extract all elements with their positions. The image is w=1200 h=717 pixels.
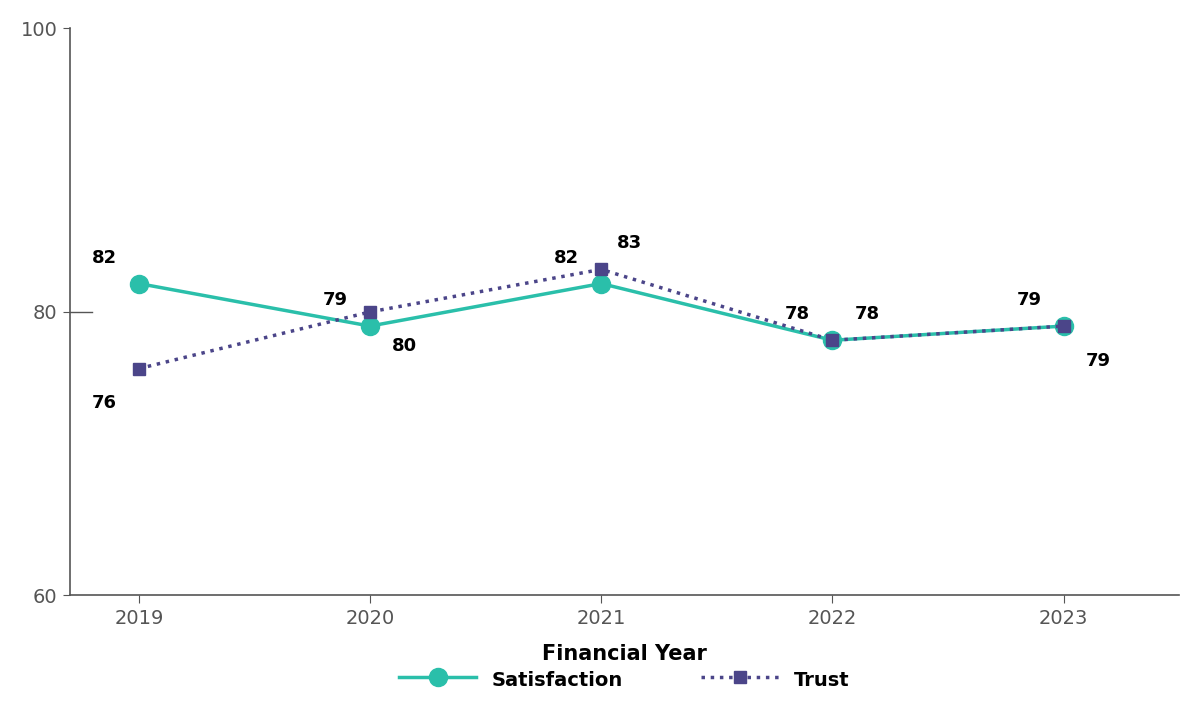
Text: 79: 79 [1086,351,1111,369]
Text: 79: 79 [323,291,348,309]
Text: 76: 76 [91,394,116,412]
Text: 78: 78 [785,305,810,323]
Text: 80: 80 [392,338,418,356]
Text: 82: 82 [554,249,580,267]
Text: 79: 79 [1016,291,1042,309]
Legend: Satisfaction, Trust: Satisfaction, Trust [391,660,858,699]
X-axis label: Financial Year: Financial Year [542,645,707,665]
Text: 82: 82 [91,249,116,267]
Text: 83: 83 [617,234,642,252]
Text: 78: 78 [854,305,880,323]
